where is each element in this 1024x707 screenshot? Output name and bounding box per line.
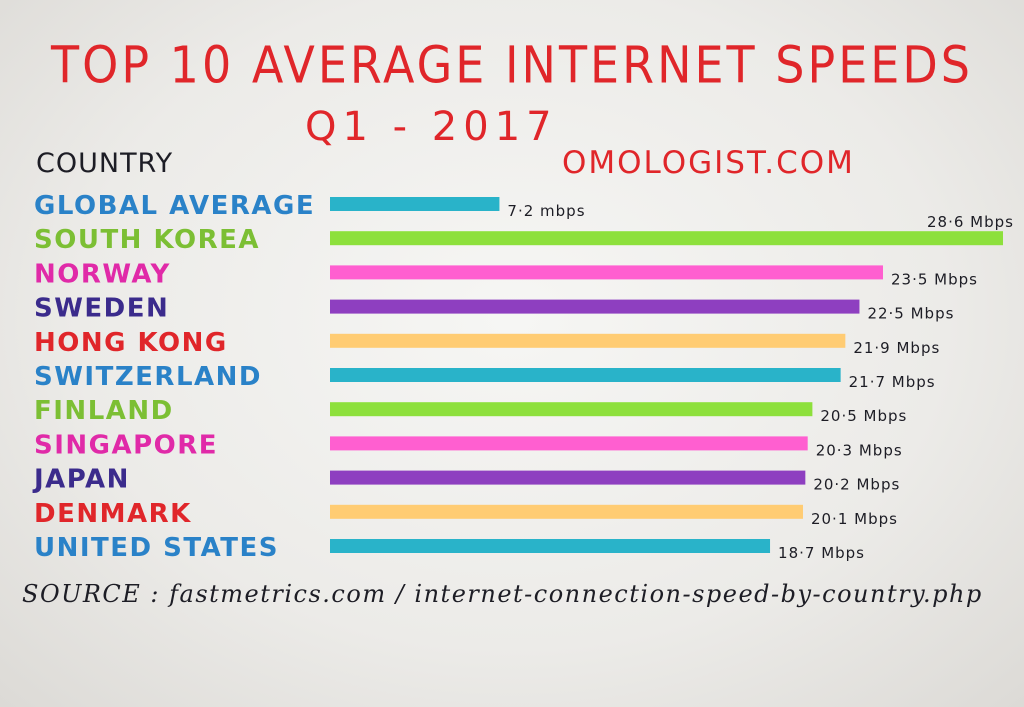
value-label: 21·9 Mbps xyxy=(853,339,940,357)
country-label: SOUTH KOREA xyxy=(34,225,260,255)
value-label: 7·2 mbps xyxy=(507,202,585,220)
bar xyxy=(330,333,846,348)
bar xyxy=(330,197,500,211)
country-label: UNITED STATES xyxy=(34,533,279,563)
value-label: 22·5 Mbps xyxy=(867,305,954,323)
bar xyxy=(330,504,803,519)
value-label: 18·7 Mbps xyxy=(778,544,865,562)
chart-subtitle: Q1 - 2017 xyxy=(305,104,558,150)
country-label: SWEDEN xyxy=(34,294,169,324)
country-label: SINGAPORE xyxy=(34,430,218,460)
bar xyxy=(330,402,813,417)
country-label: HONG KONG xyxy=(34,328,228,358)
value-label: 20·5 Mbps xyxy=(820,407,907,425)
country-label: NORWAY xyxy=(34,259,171,289)
value-label: 20·2 Mbps xyxy=(813,476,900,494)
country-label: FINLAND xyxy=(34,396,174,426)
value-label: 21·7 Mbps xyxy=(849,373,936,391)
bar xyxy=(330,539,771,553)
chart-title: TOP 10 AVERAGE INTERNET SPEEDS xyxy=(51,35,973,95)
bar xyxy=(330,470,806,485)
value-label: 23·5 Mbps xyxy=(891,270,978,288)
value-label: 28·6 Mbps xyxy=(927,213,1014,231)
bar xyxy=(330,436,808,451)
watermark-site: OMOLOGIST.COM xyxy=(562,145,855,181)
country-column-header: COUNTRY xyxy=(36,148,174,179)
country-label: JAPAN xyxy=(32,465,130,495)
country-label: DENMARK xyxy=(34,499,192,529)
bar xyxy=(330,265,883,280)
value-label: 20·3 Mbps xyxy=(816,441,903,459)
bar xyxy=(330,299,860,314)
bar xyxy=(330,368,841,382)
bar xyxy=(330,231,1003,246)
source-note: SOURCE : fastmetrics.com / internet-conn… xyxy=(22,580,983,608)
country-label: SWITZERLAND xyxy=(34,362,262,392)
country-label: GLOBAL AVERAGE xyxy=(34,191,315,221)
value-label: 20·1 Mbps xyxy=(811,510,898,528)
